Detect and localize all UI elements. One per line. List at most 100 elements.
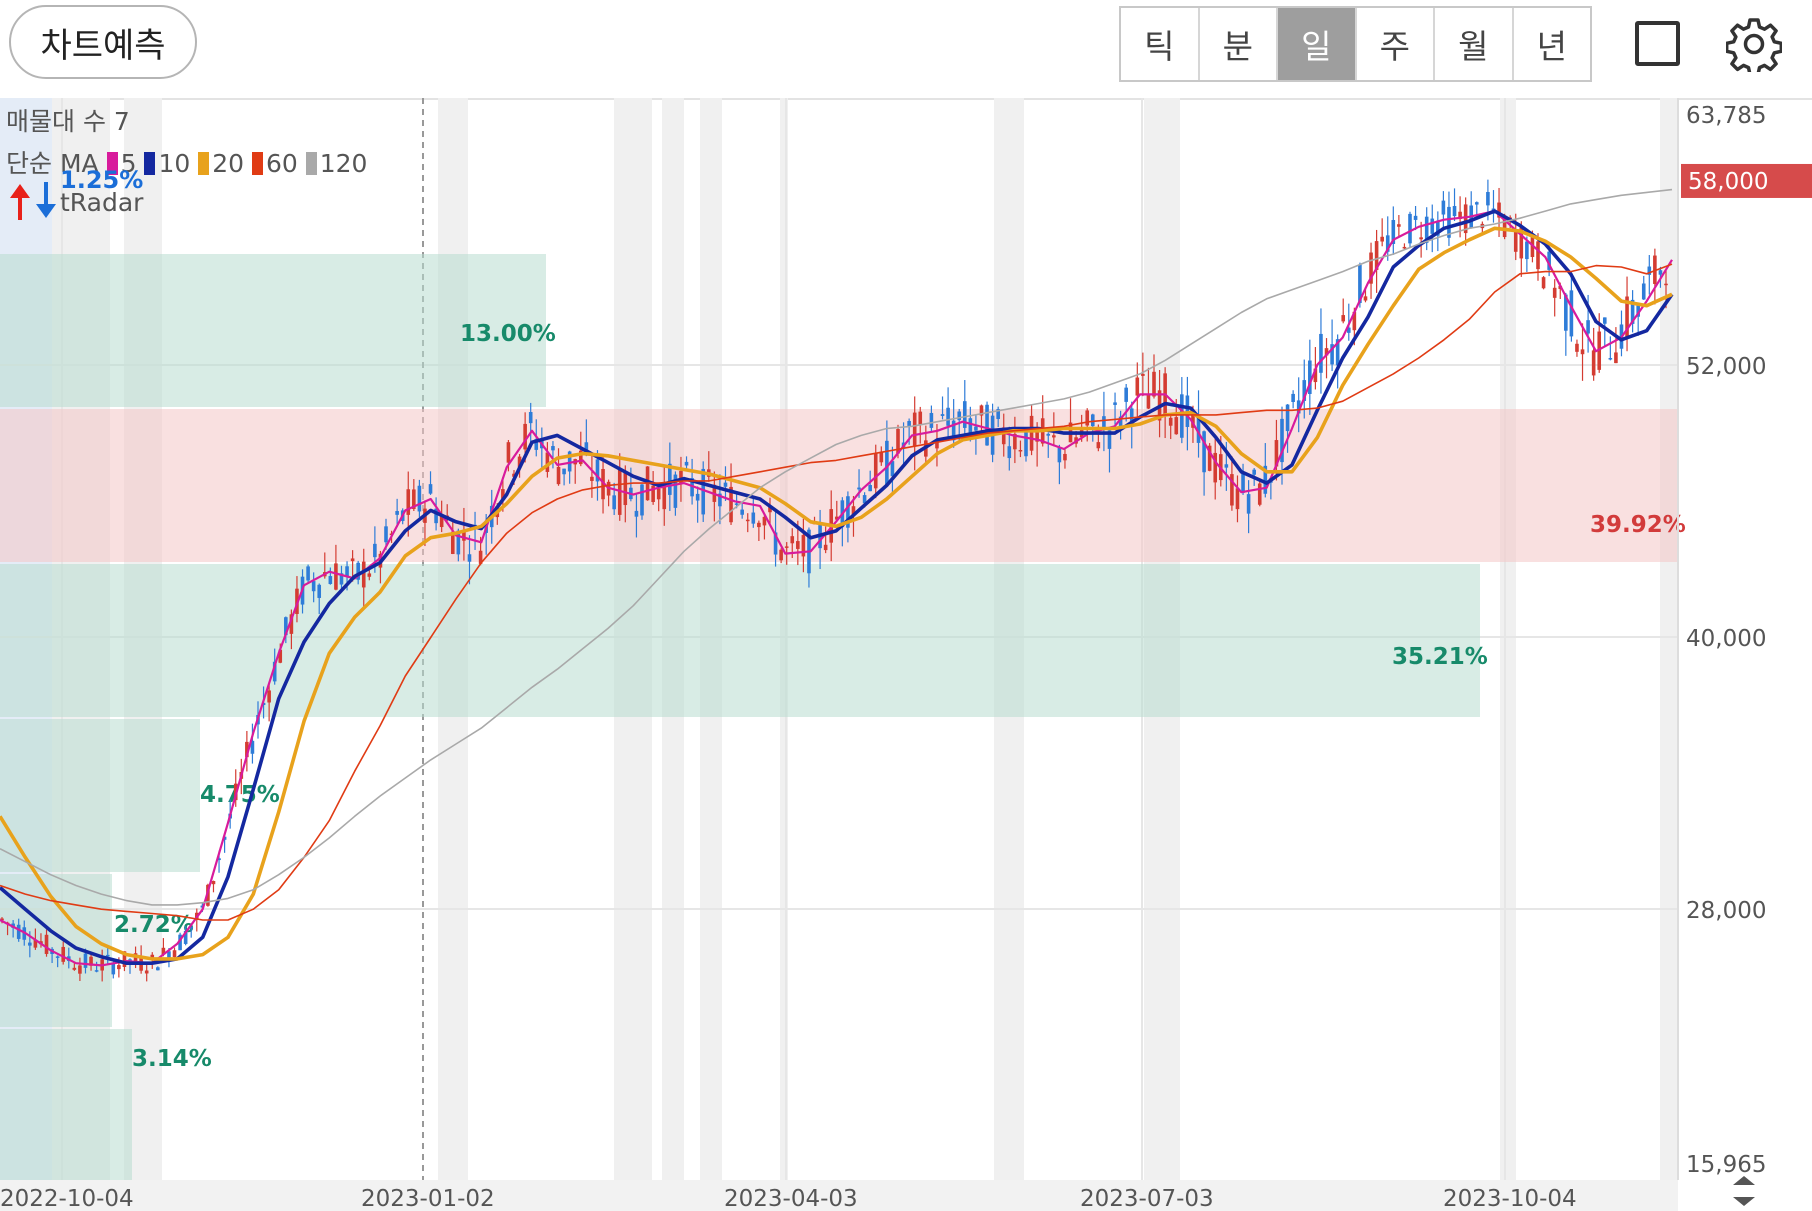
candle-body	[595, 459, 600, 482]
ma10-line	[0, 209, 1674, 965]
candle-body	[1658, 270, 1663, 275]
square-icon[interactable]	[1635, 21, 1680, 66]
candle-body	[456, 530, 461, 555]
candle-body	[450, 531, 455, 554]
candle-body	[89, 956, 93, 966]
candle-body	[751, 512, 756, 524]
candle-body	[439, 513, 444, 528]
tab-day[interactable]: 일	[1278, 8, 1357, 80]
ma10-label: 10	[158, 149, 191, 178]
candle-body	[217, 858, 221, 861]
candle-body	[896, 429, 900, 454]
y-tick-label: 40,000	[1686, 626, 1766, 652]
candle-body	[1252, 469, 1256, 475]
ma60-label: 60	[265, 149, 298, 178]
candle-body	[78, 965, 82, 974]
x-tick-label: 2023-01-02	[361, 1186, 495, 1211]
candle-body	[846, 496, 850, 528]
candle-body	[317, 584, 322, 598]
candle-body	[94, 970, 99, 972]
candle-body	[718, 493, 722, 507]
zone-label-13: 13.00%	[460, 321, 556, 347]
candle-body	[1085, 410, 1090, 426]
candle-body	[156, 967, 160, 971]
candle-body	[462, 529, 466, 541]
candle-body	[768, 506, 772, 513]
candle-body	[1001, 427, 1006, 445]
y-tick-label: 52,000	[1686, 354, 1766, 380]
moving-average-lines	[0, 188, 1674, 967]
candle-body	[1319, 333, 1323, 373]
candle-body	[734, 503, 739, 505]
candle-body	[562, 468, 566, 475]
candle-body	[311, 581, 316, 592]
candle-body	[1430, 218, 1435, 234]
candle-body	[178, 934, 182, 951]
chart-predict-button[interactable]: 차트예측	[9, 5, 197, 79]
candle-body	[267, 690, 271, 703]
candle-body	[1146, 393, 1151, 409]
candle-body	[684, 461, 689, 466]
candle-body	[701, 468, 706, 515]
candle-body	[406, 489, 411, 515]
candle-body	[1419, 237, 1423, 240]
candle-body	[1168, 417, 1173, 426]
candle-body	[1525, 241, 1529, 260]
tab-tick[interactable]: 틱	[1121, 8, 1200, 80]
candle-body	[890, 461, 895, 477]
candle-body	[1341, 315, 1346, 322]
candle-body	[1180, 394, 1184, 438]
candle-body	[1018, 449, 1023, 452]
candle-body	[757, 522, 761, 528]
ma60-swatch	[251, 152, 263, 175]
candle-body	[278, 649, 283, 663]
tab-week[interactable]: 주	[1357, 8, 1435, 80]
candle-body	[1397, 224, 1401, 227]
candle-body	[1647, 266, 1652, 275]
candle-body	[1474, 202, 1479, 205]
candle-body	[912, 412, 917, 446]
candle-body	[528, 412, 533, 424]
gear-icon[interactable]	[1726, 16, 1782, 72]
candle-body	[1614, 352, 1618, 364]
candle-body	[83, 953, 88, 968]
zone-label-3-14: 3.14%	[132, 1046, 212, 1072]
candle-body	[1046, 433, 1051, 436]
candle-body	[284, 617, 288, 636]
candle-body	[1424, 216, 1429, 243]
candle-body	[668, 463, 672, 495]
candle-body	[1458, 211, 1462, 220]
candle-body	[1385, 235, 1390, 252]
candle-body	[940, 414, 945, 416]
candle-body	[796, 541, 800, 549]
candle-body	[823, 544, 828, 551]
candle-body	[801, 535, 806, 557]
candle-body	[1135, 377, 1140, 396]
scroll-arrows-icon[interactable]	[1733, 1176, 1755, 1206]
candle-body	[512, 473, 516, 477]
stock-chart[interactable]: 13.00% 4.75% 2.72% 3.14% 35.21% 39.92% 6…	[0, 98, 1812, 1211]
candle-body	[1380, 236, 1384, 242]
candle-body	[1257, 483, 1262, 505]
candle-body	[395, 511, 399, 515]
candle-body	[1408, 213, 1412, 244]
signal-percent: 1.25%	[60, 166, 144, 194]
candle-body	[1029, 415, 1034, 451]
tab-minute[interactable]: 분	[1200, 8, 1278, 80]
tab-year[interactable]: 년	[1536, 27, 1567, 66]
candle-body	[501, 489, 505, 499]
candle-body	[183, 930, 188, 944]
candle-body	[662, 483, 667, 510]
candle-body	[979, 405, 984, 416]
candle-body	[1402, 246, 1407, 249]
candle-body	[1230, 474, 1234, 506]
candle-body	[361, 561, 366, 588]
x-tick-label: 2022-10-04	[0, 1186, 134, 1211]
candle-body	[634, 510, 639, 517]
candle-body	[1369, 252, 1373, 284]
candle-body	[745, 519, 750, 522]
candle-body	[551, 446, 555, 451]
candle-body	[16, 924, 21, 939]
tab-month[interactable]: 월	[1435, 8, 1514, 80]
ma20-line	[0, 226, 1673, 961]
